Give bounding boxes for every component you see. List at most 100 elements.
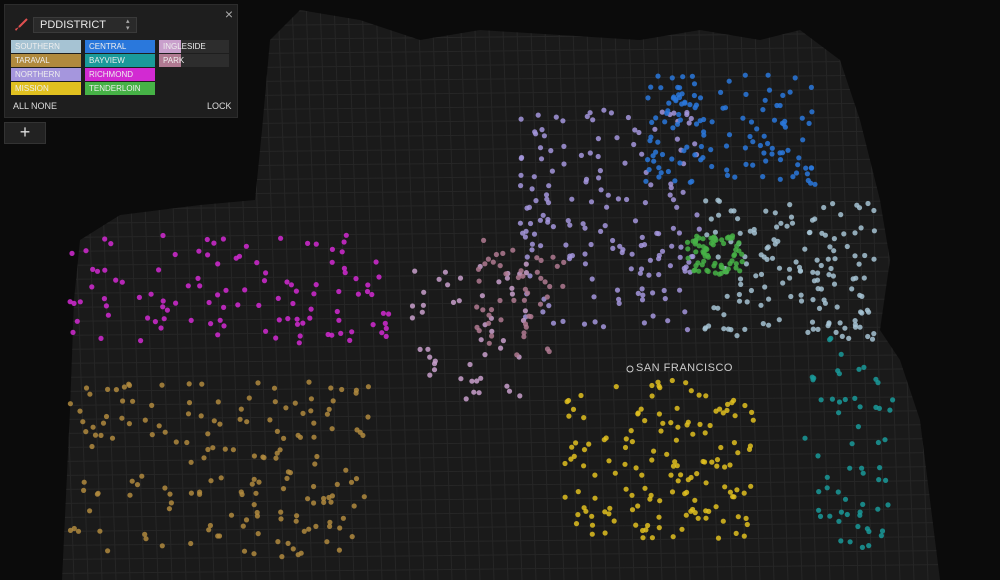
incident-dot: [876, 477, 882, 483]
incident-dot: [809, 109, 815, 115]
incident-dot: [278, 235, 284, 241]
incident-dot: [708, 216, 714, 222]
incident-dot: [668, 420, 674, 426]
incident-dot: [273, 335, 279, 341]
incident-dot: [529, 247, 535, 253]
incident-dot: [290, 300, 296, 307]
incident-dot: [285, 316, 291, 322]
incident-dot: [856, 366, 862, 372]
incident-dot: [325, 331, 331, 338]
incident-dot: [305, 496, 311, 502]
legend-item[interactable]: PARK: [159, 54, 229, 67]
field-select[interactable]: PDDISTRICT: [33, 17, 137, 33]
street: [62, 269, 940, 281]
incident-dot: [476, 390, 482, 396]
filter-panel: PDDISTRICT × SOUTHERN TARAVAL NORTHERN MISS…: [4, 4, 238, 118]
legend-item[interactable]: TARAVAL: [11, 54, 81, 67]
incident-dot: [809, 374, 815, 380]
incident-dot: [159, 543, 165, 549]
incident-dot: [420, 302, 426, 308]
street: [62, 409, 940, 421]
incident-dot: [518, 183, 524, 189]
incident-dot: [206, 527, 212, 533]
incident-dot: [92, 432, 99, 438]
incident-dot: [828, 335, 834, 341]
incident-dot: [734, 333, 740, 339]
incident-dot: [721, 240, 727, 247]
incident-dot: [742, 402, 748, 409]
incident-dot: [311, 420, 317, 426]
legend-item[interactable]: CENTRAL: [85, 40, 155, 53]
incident-dot: [130, 398, 136, 404]
street: [557, 10, 579, 580]
incident-dot: [321, 499, 327, 505]
incident-dot: [300, 320, 306, 326]
brush-icon[interactable]: [13, 17, 29, 33]
incident-dot: [156, 267, 162, 273]
incident-dot: [620, 247, 626, 253]
incident-dot: [682, 309, 688, 315]
incident-dot: [288, 282, 294, 288]
incident-dot: [809, 319, 816, 325]
incident-dot: [185, 283, 191, 289]
incident-dot: [672, 459, 678, 465]
all-button[interactable]: ALL: [13, 101, 30, 111]
incident-dot: [726, 132, 733, 138]
incident-dot: [825, 256, 831, 262]
incident-dot: [80, 419, 86, 425]
incident-dot: [656, 514, 662, 520]
incident-dot: [159, 382, 165, 388]
incident-dot: [830, 273, 837, 279]
incident-dot: [806, 120, 812, 126]
incident-dot: [328, 499, 334, 505]
incident-dot: [821, 204, 827, 211]
legend-item[interactable]: MISSION: [11, 82, 81, 95]
incident-dot: [538, 156, 545, 162]
legend-item[interactable]: TENDERLOIN: [85, 82, 155, 95]
incident-dot: [241, 548, 248, 554]
add-button[interactable]: +: [4, 122, 46, 144]
incident-dot: [542, 279, 548, 285]
incident-dot: [722, 464, 728, 470]
legend-item[interactable]: BAYVIEW: [85, 54, 155, 67]
incident-dot: [587, 110, 593, 116]
incident-dot: [162, 485, 168, 491]
incident-dot: [826, 272, 832, 278]
legend-item[interactable]: SOUTHERN: [11, 40, 81, 53]
legend-swatch: [11, 68, 81, 81]
incident-dot: [740, 115, 746, 121]
close-button[interactable]: ×: [224, 6, 233, 22]
incident-dot: [339, 249, 345, 255]
incident-dot: [674, 136, 681, 142]
none-button[interactable]: NONE: [31, 101, 58, 111]
incident-dot: [743, 161, 749, 167]
legend-item[interactable]: RICHMOND: [85, 68, 155, 81]
incident-dot: [564, 399, 570, 405]
incident-dot: [650, 290, 656, 296]
street: [62, 381, 940, 393]
legend-item[interactable]: INGLESIDE: [159, 40, 229, 53]
incident-dot: [603, 435, 609, 441]
incident-dot: [787, 202, 793, 208]
incident-dot: [786, 266, 793, 272]
incident-dot: [582, 225, 588, 231]
street: [62, 563, 940, 575]
incident-dot: [457, 275, 464, 281]
incident-dot: [766, 87, 773, 93]
incident-dot: [685, 246, 691, 252]
street: [529, 10, 551, 580]
incident-dot: [771, 237, 777, 243]
lock-button[interactable]: LOCK: [207, 101, 232, 111]
incident-dot: [647, 257, 654, 263]
incident-dot: [342, 270, 348, 276]
incident-dot: [714, 457, 721, 463]
incident-dot: [327, 519, 333, 525]
incident-dot: [650, 313, 656, 319]
incident-dot: [582, 251, 588, 257]
incident-dot: [228, 512, 235, 518]
legend-item[interactable]: NORTHERN: [11, 68, 81, 81]
legend-swatch: [159, 40, 181, 53]
incident-dot: [198, 413, 204, 419]
incident-dot: [511, 297, 517, 303]
incident-dot: [222, 446, 228, 452]
